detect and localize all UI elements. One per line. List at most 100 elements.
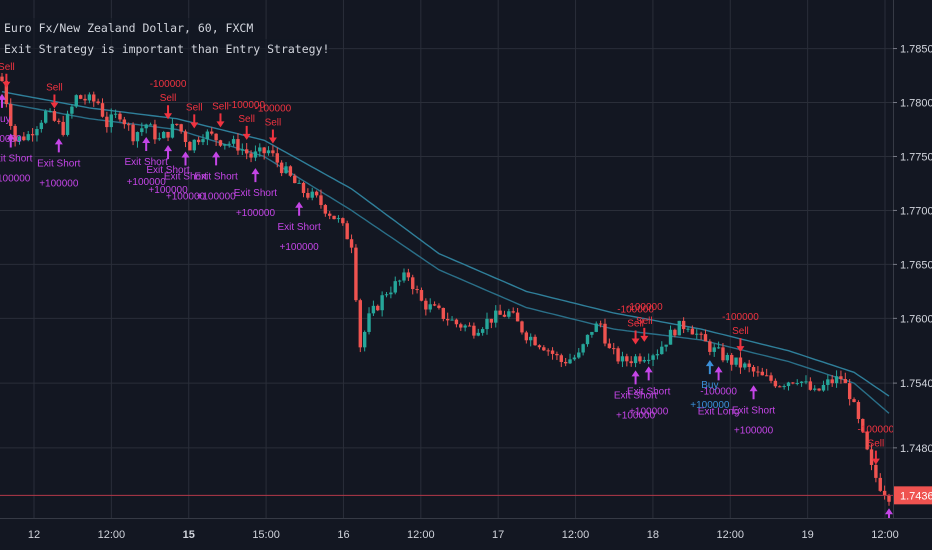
- signal-label: -100000: [626, 302, 663, 313]
- candle-body: [205, 131, 210, 140]
- candle-body: [328, 213, 332, 216]
- candle-body: [594, 323, 598, 332]
- candle-body: [568, 359, 572, 364]
- candle-body: [258, 147, 262, 152]
- candle-body: [288, 166, 293, 176]
- signal-label: Exit Short: [146, 165, 190, 176]
- candle-body: [524, 332, 529, 341]
- candle-body: [843, 379, 848, 384]
- candle-body: [92, 94, 96, 102]
- candle-body: [839, 376, 843, 380]
- candle-body: [411, 277, 415, 290]
- candle-body: [559, 355, 563, 362]
- signal-label: Sell: [636, 316, 653, 327]
- x-tick-label: 12:00: [717, 529, 745, 541]
- candle-body: [856, 402, 861, 419]
- candle-body: [607, 343, 612, 349]
- price-axis[interactable]: 1.78500 1.78000 1.77500 1.77000 1.76500 1.760…: [893, 0, 932, 550]
- candle-body: [725, 354, 730, 361]
- candle-body: [175, 123, 179, 125]
- candle-body: [393, 281, 397, 293]
- signal-label: Sell: [46, 82, 63, 93]
- candle-body: [467, 325, 472, 327]
- candle-body: [319, 195, 323, 206]
- sell-arrow-icon: [190, 114, 199, 129]
- time-axis[interactable]: 12 12:00 15 15:00 16 12:00 17 12:00 18 12:00 19 12:…: [0, 518, 932, 550]
- exit-arrow-icon: [142, 137, 151, 152]
- candle-body: [100, 103, 105, 117]
- candle-body: [78, 95, 83, 99]
- signal-label: -100000: [617, 305, 654, 316]
- candle-body: [349, 239, 354, 248]
- grid-lines: [0, 0, 893, 518]
- candle-body: [380, 295, 384, 311]
- symbol-title: Euro Fx/New Zealand Dollar, 60, FXCM: [4, 18, 254, 39]
- y-tick-label: 1.75400: [900, 378, 932, 390]
- candle-body: [865, 431, 869, 450]
- signal-exit: Exit Short +100000: [125, 137, 168, 188]
- candle-body: [612, 348, 616, 350]
- signal-exit: Exit Short +100000: [277, 201, 321, 253]
- candle-body: [83, 98, 87, 101]
- candle-body: [778, 386, 782, 388]
- candle-body: [166, 131, 170, 138]
- candle-body: [358, 300, 362, 348]
- candle-body: [459, 324, 463, 328]
- candle-body: [39, 122, 44, 130]
- y-tick-label: 1.78500: [900, 44, 932, 56]
- candle-body: [454, 319, 459, 325]
- candle-body: [218, 140, 223, 146]
- candle-body: [817, 388, 821, 391]
- candle-body: [502, 314, 507, 317]
- candle-body: [677, 320, 681, 336]
- signal-sell: -100000 Sell: [228, 100, 265, 140]
- exit-arrow-icon: [54, 138, 63, 153]
- candle-body: [244, 149, 249, 154]
- candle-body: [603, 323, 607, 344]
- candle-body: [738, 357, 743, 368]
- candle-body: [74, 95, 78, 107]
- candle-body: [577, 352, 581, 358]
- candle-body: [703, 334, 708, 342]
- signal-label: +100000: [127, 177, 167, 188]
- signal-sell: -100000 Sell: [150, 79, 187, 120]
- candle-body: [791, 382, 795, 384]
- chart-header: Euro Fx/New Zealand Dollar, 60, FXCM Exi…: [4, 18, 330, 60]
- candle-body: [463, 325, 467, 328]
- x-tick-label: 12:00: [98, 529, 126, 541]
- signal-label: Sell: [186, 102, 203, 113]
- candle-body: [804, 381, 808, 383]
- candle-body: [813, 388, 817, 390]
- candle-body: [633, 356, 638, 364]
- candle-body: [301, 182, 306, 193]
- candle-body: [533, 336, 537, 346]
- price-axis-bg: [893, 0, 932, 550]
- candle-body: [384, 294, 389, 296]
- candle-body: [135, 132, 140, 142]
- candle-body: [113, 113, 118, 115]
- candle-body: [834, 376, 839, 384]
- candle-body: [852, 399, 856, 403]
- sell-arrow-icon: [268, 129, 277, 144]
- candle-body: [751, 366, 756, 372]
- candle-body: [179, 124, 183, 132]
- candle-body: [406, 272, 411, 278]
- candle-body: [450, 319, 454, 321]
- x-tick-label: 18: [647, 529, 659, 541]
- x-tick-label: 19: [802, 529, 814, 541]
- candle-body: [826, 379, 830, 385]
- candle-body: [336, 218, 341, 220]
- candle-body: [201, 139, 205, 143]
- candle-body: [367, 313, 371, 332]
- x-tick-label: 12:00: [562, 529, 590, 541]
- candle-body: [743, 363, 747, 368]
- candle-body: [371, 305, 376, 314]
- candle-body: [690, 328, 695, 335]
- signal-exit: Exit Short +100000: [0, 133, 33, 184]
- candle-body: [494, 310, 498, 323]
- signal-exit: Exit Short +100000: [164, 151, 207, 202]
- candle-body: [279, 162, 284, 174]
- candle-body: [598, 323, 603, 325]
- candle-body: [673, 329, 677, 336]
